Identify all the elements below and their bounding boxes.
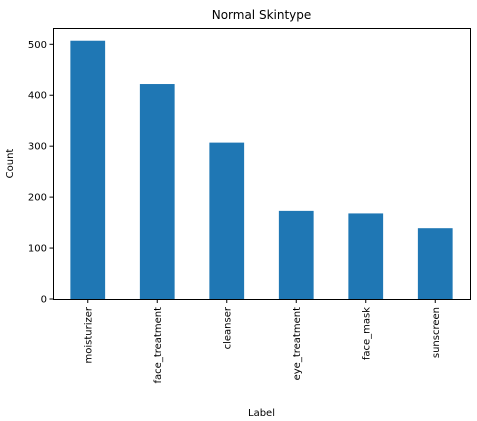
y-tick-label: 0	[41, 295, 47, 306]
bar-face-treatment	[139, 84, 175, 299]
x-tick-label: cleanser	[222, 306, 233, 349]
x-tick-label: sunscreen	[431, 307, 442, 358]
bar-face-mask	[348, 213, 384, 299]
y-tick-label: 200	[28, 193, 47, 204]
bar-cleanser	[209, 142, 245, 299]
y-tick-label: 300	[28, 142, 47, 153]
x-axis: moisturizer face_treatment cleanser eye_tre…	[83, 299, 442, 384]
y-axis-label: Count	[5, 149, 16, 179]
chart-title: Normal Skintype	[212, 8, 312, 22]
x-tick-label: face_mask	[361, 307, 372, 360]
bar-eye-treatment	[278, 210, 314, 299]
bars-group	[70, 40, 453, 300]
x-tick-label: eye_treatment	[292, 307, 303, 380]
x-tick-label: face_treatment	[153, 307, 164, 384]
x-axis-label: Label	[248, 408, 275, 419]
y-tick-label: 400	[28, 91, 47, 102]
bar-moisturizer	[70, 40, 106, 300]
x-tick-label: moisturizer	[83, 306, 94, 363]
bar-sunscreen	[417, 228, 453, 299]
y-tick-label: 100	[28, 244, 47, 255]
plot-frame	[53, 28, 471, 300]
y-axis: 0 100 200 300 400 500	[28, 40, 54, 306]
y-tick-label: 500	[28, 40, 47, 51]
